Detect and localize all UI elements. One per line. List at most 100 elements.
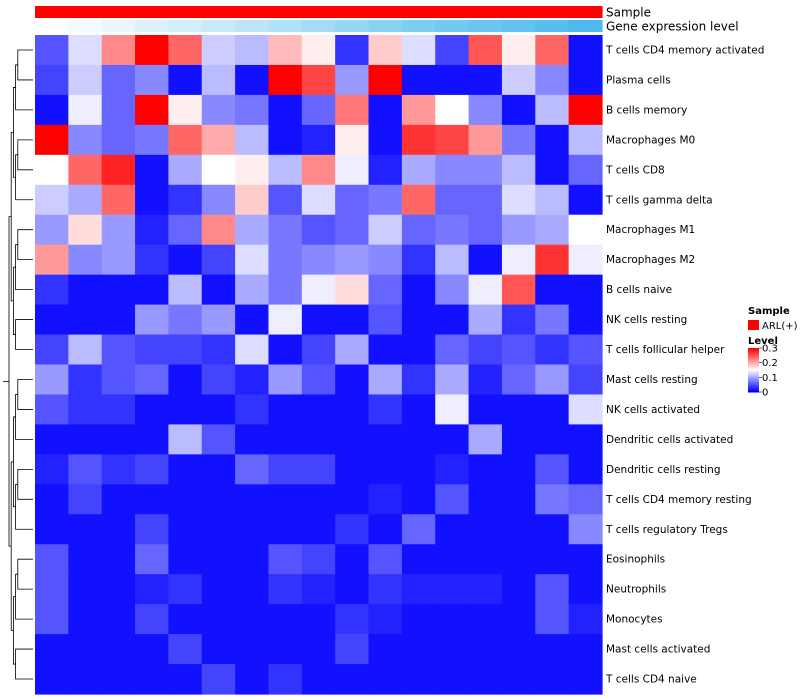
heatmap-cell xyxy=(235,514,270,545)
heatmap-cell xyxy=(568,514,603,545)
heatmap-cell xyxy=(501,124,536,156)
legend-gradient-step xyxy=(748,358,759,360)
heatmap-cell xyxy=(35,124,69,156)
legend-gradient-step xyxy=(748,371,759,373)
heatmap-cell xyxy=(368,484,403,515)
heatmap-cell xyxy=(301,394,336,426)
heatmap-cell xyxy=(101,394,136,426)
heatmap-cell xyxy=(35,454,69,485)
legend-gradient-step xyxy=(748,363,759,365)
heatmap-cell xyxy=(468,304,503,336)
heatmap-cell xyxy=(301,424,336,455)
heatmap-cell xyxy=(101,35,136,66)
heatmap-cell xyxy=(168,94,203,126)
legend-gradient-step xyxy=(748,361,759,363)
heatmap-cell xyxy=(435,604,470,635)
row-labels: T cells CD4 memory activated Plasma cells… xyxy=(605,44,764,685)
annotation-cell-0-2 xyxy=(101,6,136,18)
heatmap-cell xyxy=(501,304,536,336)
heatmap-cell xyxy=(568,484,603,515)
heatmap-cell xyxy=(535,244,570,276)
heatmap-cell xyxy=(68,664,103,695)
heatmap-cell xyxy=(335,544,370,575)
heatmap-cell xyxy=(35,214,69,246)
dendrogram-branch xyxy=(15,154,33,201)
heatmap-cell xyxy=(501,634,536,665)
dendrogram-branch xyxy=(17,229,33,261)
heatmap-cell xyxy=(368,274,403,306)
legend-gradient-step xyxy=(748,351,759,353)
heatmap-cell xyxy=(435,244,470,276)
heatmap-cell xyxy=(335,394,370,426)
heatmap-cell xyxy=(268,244,303,276)
legend-gradient-step xyxy=(748,364,759,366)
dendrogram-branch xyxy=(15,64,33,111)
heatmap-cell xyxy=(568,304,603,336)
legend-gradient-step xyxy=(748,376,759,378)
heatmap-cell xyxy=(101,124,136,156)
heatmap-cell xyxy=(301,454,336,485)
heatmap-cell xyxy=(368,244,403,276)
legend-gradient-step xyxy=(748,383,759,385)
heatmap-cell xyxy=(168,184,203,216)
heatmap-cell xyxy=(135,184,170,216)
row-label: Eosinophils xyxy=(606,554,665,566)
heatmap-cell xyxy=(301,484,336,515)
heatmap-cell xyxy=(401,35,436,66)
heatmap-cell xyxy=(168,214,203,246)
heatmap-cell xyxy=(335,484,370,515)
legend-tick-label: 0 xyxy=(762,388,768,399)
heatmap-cell xyxy=(235,304,270,336)
legend-gradient-step xyxy=(748,365,759,367)
heatmap-cell xyxy=(168,274,203,306)
heatmap-cell xyxy=(435,304,470,336)
heatmap-cell xyxy=(268,214,303,246)
annotation-cell-1-8 xyxy=(301,20,336,32)
legend-sample-swatch xyxy=(748,320,759,330)
heatmap-cell xyxy=(135,544,170,575)
heatmap-cell xyxy=(68,274,103,306)
heatmap-cell xyxy=(35,64,69,96)
heatmap-cell xyxy=(101,664,136,695)
row-label: B cells naive xyxy=(606,284,672,296)
legend-gradient-step xyxy=(748,377,759,379)
legend-level-title: Level xyxy=(748,336,778,347)
heatmap-cell xyxy=(368,574,403,605)
heatmap-cell xyxy=(568,154,603,186)
legend-gradient-step xyxy=(748,386,759,388)
dendrogram-branch xyxy=(15,319,33,350)
dendrogram-branch xyxy=(17,468,33,500)
heatmap-cell xyxy=(168,604,203,635)
heatmap-cell xyxy=(68,484,103,515)
heatmap-cell xyxy=(568,334,603,366)
heatmap-cell xyxy=(501,94,536,126)
heatmap-cell xyxy=(468,124,503,156)
heatmap-cell xyxy=(101,94,136,126)
heatmap-cell xyxy=(235,334,270,366)
heatmap-cell xyxy=(468,364,503,396)
heatmap-cell xyxy=(435,394,470,426)
heatmap-cell xyxy=(168,304,203,336)
heatmap-cell xyxy=(568,364,603,396)
row-label: T cells CD4 memory activated xyxy=(605,44,764,56)
heatmap-cell xyxy=(335,424,370,455)
heatmap-cell xyxy=(468,454,503,485)
heatmap-cell xyxy=(401,424,436,455)
legend-gradient-step xyxy=(748,372,759,374)
legend-gradient-step xyxy=(748,348,759,350)
annotation-cell-0-3 xyxy=(135,6,170,18)
heatmap-cell xyxy=(301,214,336,246)
heatmap-cell xyxy=(535,184,570,216)
dendrogram-branch xyxy=(17,49,33,81)
row-label: Plasma cells xyxy=(606,74,671,86)
annotation-cell-1-5 xyxy=(201,20,236,32)
row-label: Neutrophils xyxy=(606,584,666,596)
heatmap-cell xyxy=(235,35,270,66)
heatmap-cell xyxy=(535,64,570,96)
heatmap-cell xyxy=(568,544,603,575)
heatmap-cell xyxy=(168,574,203,605)
heatmap-cell xyxy=(368,184,403,216)
row-label: Dendritic cells resting xyxy=(606,464,721,476)
heatmap-cell xyxy=(501,454,536,485)
